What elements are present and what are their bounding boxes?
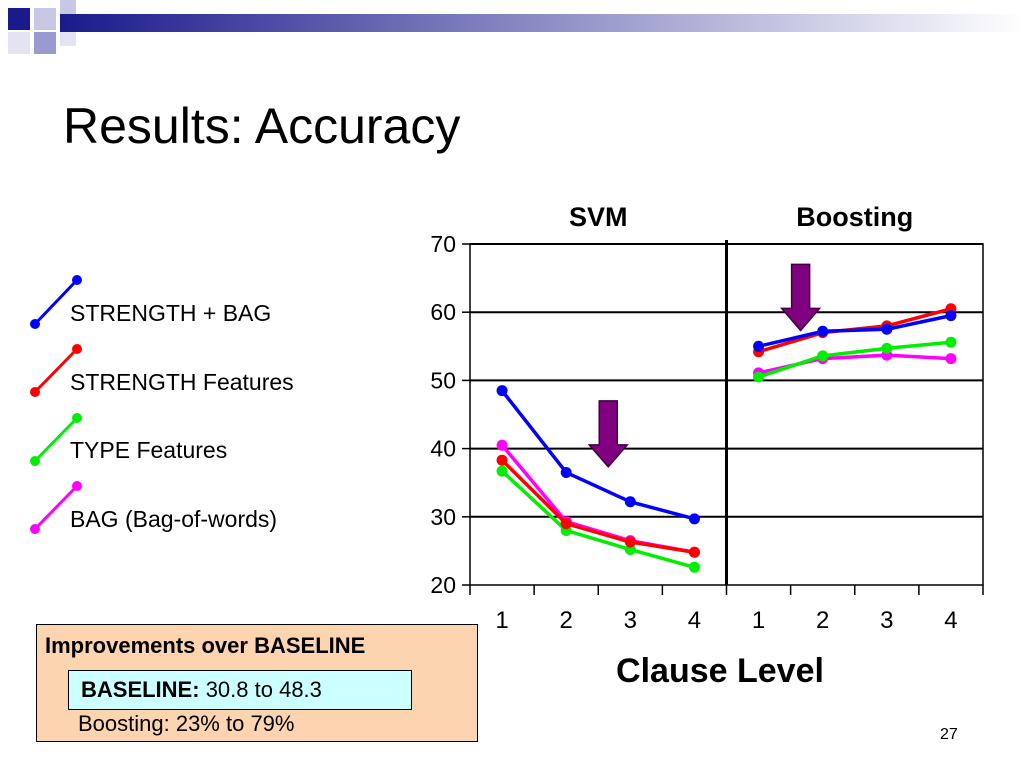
y-tick-label: 40 [430,436,456,462]
legend-swatch-1 [30,344,82,397]
legend-swatch-3 [30,481,82,534]
data-point-strength-bag [624,496,636,508]
series-line-strength-bag-boosting [758,313,952,349]
data-point-strength-features [624,536,636,548]
page-number: 27 [940,726,958,743]
data-point-strength-bag [688,513,700,525]
data-point-strength-bag [560,466,572,478]
series-line-strength-bag-svm [500,389,695,521]
panel-title-svm: SVM [569,202,628,232]
data-point-type-features [753,371,765,383]
data-point-strength-bag [945,310,957,322]
data-point-strength-features [560,518,572,530]
boosting-improvement-text: Boosting: 23% to 79% [78,711,295,736]
deco-square [8,32,30,54]
legend-swatch-0 [30,275,82,329]
slide-title: Results: Accuracy [63,98,461,154]
x-tick-label: 3 [624,607,637,634]
chart-labels: 20 30 40 50 60 70 1 2 3 4 SVM 1 2 3 4 Boosting Clause Le… [430,202,957,690]
deco-square [34,32,56,54]
data-point-strength-features [496,454,508,466]
legend-swatches [30,275,82,534]
deco-square [60,0,76,14]
data-point-strength-bag [753,340,765,352]
data-point-type-features [945,336,957,348]
x-tick-label: 2 [560,607,573,634]
x-tick-label: 4 [688,607,701,634]
chart-series [496,303,957,573]
x-axis-label: Clause Level [616,652,824,690]
baseline-label: BASELINE: [81,677,200,702]
improvements-title: Improvements over BASELINE [45,633,366,658]
y-tick-label: 70 [430,231,456,257]
data-point-bag-bag-of-words [945,353,957,365]
chart-annotations [587,263,822,468]
legend-label-type-features: TYPE Features [70,437,228,463]
header-gradient-bar [60,14,1024,32]
data-point-strength-bag [496,385,508,397]
panel-title-boosting: Boosting [796,202,913,232]
data-point-strength-bag [817,325,829,337]
data-point-type-features [496,465,508,477]
arrow-down-icon [587,400,629,468]
series-line-bag-bag-of-words-boosting [758,353,952,375]
x-tick-label: 4 [944,607,957,634]
data-point-type-features [688,561,700,573]
x-tick-label: 1 [752,607,765,634]
series-line-type-features-boosting [758,340,952,379]
series-line-type-features-svm [500,469,695,569]
baseline-value: 30.8 to 48.3 [205,677,322,702]
x-tick-label: 1 [495,607,508,634]
legend-label-strength-bag: STRENGTH + BAG [70,300,272,326]
deco-square [60,32,76,46]
y-tick-label: 60 [430,299,456,325]
series-line-strength-features-svm [500,458,695,554]
baseline-box: BASELINE: 30.8 to 48.3 [68,670,412,710]
legend-label-strength-features: STRENGTH Features [70,369,294,395]
arrow-down-icon [779,263,822,332]
legend-label-bag: BAG (Bag-of-words) [70,506,278,532]
legend-swatch-2 [30,413,82,466]
deco-square [8,8,30,30]
legend: STRENGTH + BAG STRENGTH Features TYPE Fe… [20,270,380,540]
deco-square [34,8,56,30]
slide-header-decoration [8,0,1024,54]
y-tick-label: 30 [430,504,456,530]
data-point-type-features [881,342,893,354]
y-tick-label: 20 [430,572,456,598]
y-tick-label: 50 [430,367,456,393]
x-tick-label: 3 [880,607,893,634]
data-point-strength-bag [881,323,893,335]
chart-axes [462,240,984,595]
data-point-strength-features [688,546,700,558]
x-tick-label: 2 [816,607,829,634]
data-point-bag-bag-of-words [496,439,508,451]
data-point-type-features [817,350,829,362]
